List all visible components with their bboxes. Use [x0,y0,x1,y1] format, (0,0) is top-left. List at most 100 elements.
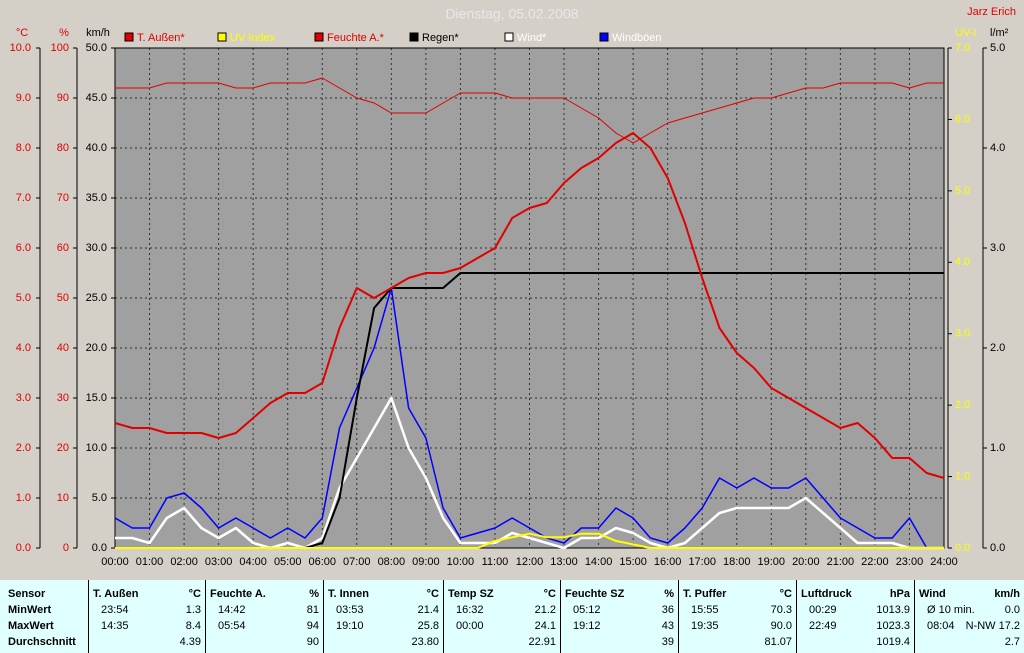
table-line: 16:32 21.2 [448,604,556,618]
table-line: MinWert [4,604,84,618]
x-tick-label: 17:00 [688,556,716,568]
table-line: Temp SZ °C [448,588,556,602]
row-labels: Sensor MinWert MaxWert Durchschnitt [0,580,88,653]
x-tick-label: 12:00 [516,556,544,568]
x-tick-label: 08:00 [378,556,406,568]
cell-text: Sensor [8,588,46,600]
table-line: Feuchte SZ% [565,588,674,602]
cell-text: 19:10 [336,620,364,632]
y-tick-label: 90 [57,92,69,104]
x-tick-label: 01:00 [136,556,164,568]
sensor-group: Temp SZ °C 16:32 21.2 00:00 24.1 22.91 [443,580,560,653]
cell-text: 1.3 [185,604,201,616]
cell-text: 22.91 [528,636,556,648]
y-tick-label: 100 [51,42,69,54]
y-tick-label: 30 [57,392,69,404]
x-tick-label: 09:00 [412,556,440,568]
table-line: 39 [565,636,674,650]
cell-text: 15:55 [691,604,719,616]
x-tick-label: 00:00 [101,556,129,568]
cell-text: 94 [306,620,319,632]
x-tick-label: 16:00 [654,556,682,568]
chart: Dienstag, 05.02.2008 Jarz Erich °C 0.0 1.0… [10,6,1016,568]
cell-text: °C [779,588,792,600]
x-tick-label: 20:00 [792,556,820,568]
x-tick-label: 23:00 [896,556,924,568]
x-tick-label: 05:00 [274,556,302,568]
x-tick-label: 11:00 [482,556,509,568]
x-tick-label: 02:00 [170,556,198,568]
cell-text: 22:49 [809,620,837,632]
axis-title: UV-I [955,27,976,39]
table-line: 05:54 94 [210,620,319,634]
cell-text: 36 [661,604,674,616]
legend-swatch [599,32,609,42]
table-line: Durchschnitt [4,636,84,650]
table-line: 2.7 [919,636,1020,650]
x-tick-label: 24:00 [930,556,958,568]
y-tick-label: 4.0 [16,342,31,354]
x-tick-label: 22:00 [861,556,889,568]
table-line: Sensor [4,588,84,602]
y-tick-label: 10 [57,492,69,504]
sensor-group: Wind km/h Ø 10 min. 0.0 08:04 N-NW 17.2 2.7 [914,580,1024,653]
y-tick-label: 10.0 [86,442,107,454]
cell-text: MinWert [8,604,52,616]
y-tick-label: 10.0 [10,42,31,54]
cell-text: 00:29 [809,604,837,616]
legend-swatch [124,32,134,42]
y-tick-label: 5.0 [16,292,31,304]
cell-text: MaxWert [8,620,54,632]
series-line [115,77,944,144]
table-line: T. Puffer °C [683,588,792,602]
cell-text: 05:54 [218,620,246,632]
legend-label: T. Außen* [137,32,185,44]
table-line: 22.91 [448,636,556,650]
sensor-group: Feuchte A.% 14:42 81 05:54 94 90 [205,580,323,653]
y-tick-label: 25.0 [86,292,107,304]
table-line: Ø 10 min. 0.0 [919,604,1020,618]
series-line [114,132,945,479]
table-line: 05:12 36 [565,604,674,618]
x-tick-label: 21:00 [827,556,855,568]
x-tick-label: 19:00 [758,556,786,568]
legend-swatch [504,32,514,42]
cell-text: 1019.4 [876,636,910,648]
table-line: MaxWert [4,620,84,634]
cell-text: 8.4 [185,620,201,632]
y-tick-label: 50.0 [86,42,107,54]
table-line: 4.39 [93,636,201,650]
cell-text: T. Innen [328,588,369,600]
axis-title: % [59,27,69,39]
cell-text: 03:53 [336,604,364,616]
cell-text: % [309,588,319,600]
cell-text: 19:35 [691,620,719,632]
cell-text: 23:54 [101,604,129,616]
sensor-group: Luftdruck hPa 00:29 1013.9 22:49 1023.3 1019.4 [796,580,914,653]
cell-text: 23.80 [411,636,439,648]
cell-text: 1013.9 [876,604,910,616]
cell-text: 00:00 [456,620,484,632]
y-tick-label: 7.0 [16,192,31,204]
y-tick-label: 5.0 [955,185,970,197]
y-tick-label: 70 [57,192,69,204]
cell-text: hPa [889,588,910,600]
table-line: 1019.4 [801,636,910,650]
table-line: 14:42 81 [210,604,319,618]
table-line: 19:10 25.8 [328,620,439,634]
cell-text: % [664,588,674,600]
table-line: 81.07 [683,636,792,650]
cell-text: 39 [661,636,674,648]
y-tick-label: 35.0 [86,192,107,204]
x-tick-label: 15:00 [619,556,647,568]
cell-text: 21.4 [417,604,439,616]
y-tick-label: 5.0 [990,42,1005,54]
x-tick-label: 10:00 [447,556,475,568]
table-line: Feuchte A.% [210,588,319,602]
legend-swatch [409,32,419,42]
y-tick-label: 4.0 [955,256,970,268]
cell-text: 0.0 [1004,604,1020,616]
y-tick-label: 8.0 [16,142,31,154]
y-tick-label: 1.0 [16,492,31,504]
